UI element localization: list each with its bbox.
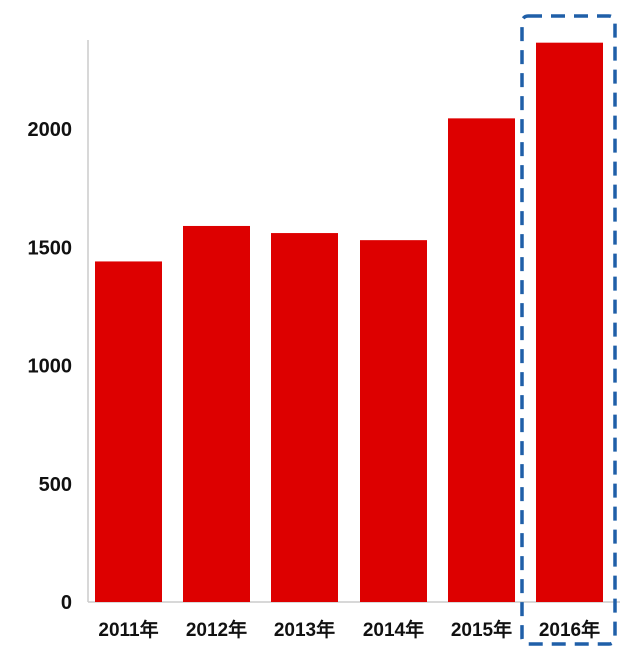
bar-1 [95,261,162,602]
bar-5 [448,118,515,603]
x-tick-label: 2012年 [186,618,247,641]
x-tick-label: 2011年 [98,618,158,641]
y-tick-label: 0 [61,592,72,614]
bar-4 [360,240,427,602]
x-tick-label: 2016年 [539,618,600,641]
x-tick-label: 2015年 [451,618,512,641]
bar-6 [536,42,603,603]
bar-3 [271,233,338,602]
bar-2 [183,225,250,602]
y-tick-label: 1000 [28,356,73,378]
y-tick-labels: 0 500 1000 1500 2000 [28,119,73,614]
x-tick-labels: 2011年 2012年 2013年 2014年 2015年 2016年 [98,618,600,641]
x-tick-label: 2013年 [274,618,335,641]
y-tick-label: 500 [39,474,72,496]
bars-group [95,42,603,603]
highlight-box [520,14,617,646]
y-tick-label: 1500 [28,237,73,259]
y-tick-label: 2000 [28,119,73,141]
x-tick-label: 2014年 [363,618,424,641]
